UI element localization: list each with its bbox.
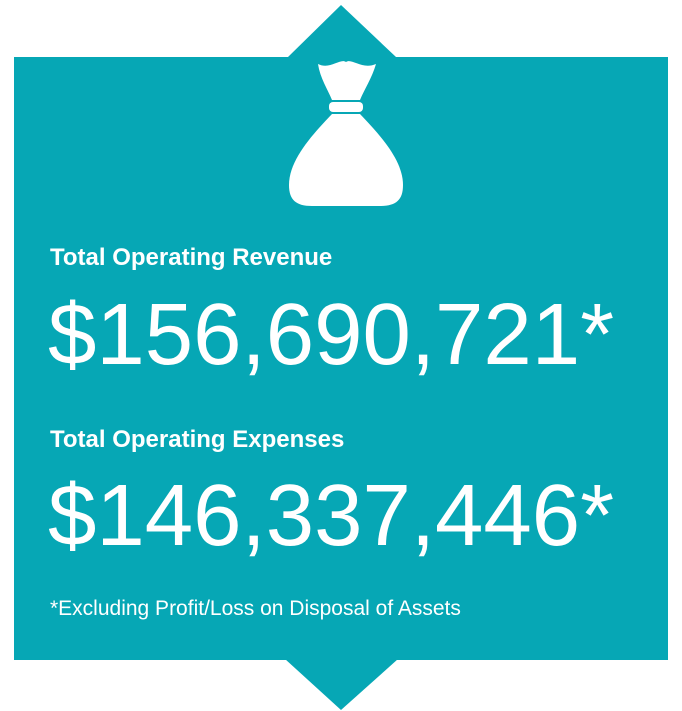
footnote: *Excluding Profit/Loss on Disposal of As…: [50, 597, 461, 620]
expenses-label: Total Operating Expenses: [50, 426, 344, 453]
top-arrow: [288, 5, 396, 57]
revenue-label: Total Operating Revenue: [50, 244, 332, 271]
bottom-arrow: [285, 659, 398, 710]
money-bag-icon: [289, 61, 403, 206]
revenue-amount: $156,690,721*: [48, 286, 614, 383]
expenses-amount: $146,337,446*: [48, 467, 614, 564]
